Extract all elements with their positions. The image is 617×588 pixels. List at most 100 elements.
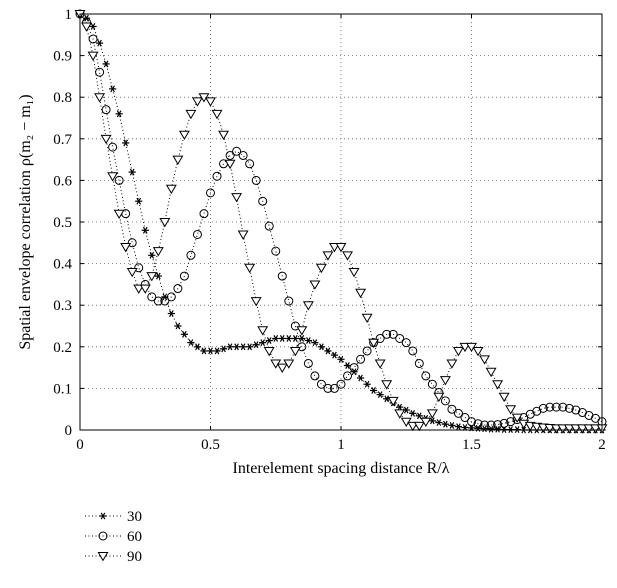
point-30 bbox=[259, 339, 267, 347]
point-30 bbox=[219, 345, 228, 353]
point-60 bbox=[499, 418, 509, 428]
legend-label: 60 bbox=[127, 529, 142, 545]
point-90 bbox=[420, 417, 432, 428]
point-90 bbox=[211, 109, 223, 120]
point-60 bbox=[192, 229, 202, 239]
point-90 bbox=[87, 51, 99, 61]
point-60 bbox=[414, 358, 424, 368]
point-90 bbox=[231, 193, 243, 203]
point-90 bbox=[472, 347, 484, 357]
point-30 bbox=[330, 351, 339, 359]
grid bbox=[80, 14, 602, 430]
point-60 bbox=[486, 420, 496, 430]
point-30 bbox=[239, 343, 247, 351]
point-90 bbox=[570, 424, 582, 434]
point-30 bbox=[409, 409, 417, 417]
point-30 bbox=[122, 139, 130, 147]
x-tick-label: 1 bbox=[337, 437, 345, 453]
point-60 bbox=[258, 196, 268, 206]
point-60 bbox=[153, 296, 163, 306]
point-90 bbox=[498, 392, 510, 403]
point-60 bbox=[564, 403, 574, 413]
point-90 bbox=[178, 130, 190, 140]
point-30 bbox=[272, 335, 280, 342]
point-90 bbox=[205, 97, 216, 107]
point-90 bbox=[224, 159, 236, 170]
point-60 bbox=[147, 292, 157, 302]
point-60 bbox=[310, 371, 320, 381]
y-tick-label: 0.9 bbox=[53, 49, 72, 65]
point-30 bbox=[396, 403, 404, 411]
point-90 bbox=[433, 392, 445, 403]
point-60 bbox=[427, 379, 437, 389]
point-60 bbox=[297, 342, 307, 352]
point-30 bbox=[435, 419, 443, 426]
point-90 bbox=[335, 243, 347, 253]
point-90 bbox=[426, 409, 438, 419]
point-90 bbox=[107, 172, 119, 182]
series-layer bbox=[74, 9, 608, 434]
y-tick-label: 0.1 bbox=[53, 381, 72, 397]
point-60 bbox=[453, 408, 463, 418]
point-90 bbox=[505, 405, 517, 415]
point-30 bbox=[187, 339, 195, 347]
point-90 bbox=[563, 424, 575, 434]
point-60 bbox=[571, 405, 581, 415]
point-90 bbox=[165, 184, 177, 195]
legend-entry-30: 30 bbox=[85, 509, 142, 525]
point-60 bbox=[388, 329, 398, 339]
legend-label: 30 bbox=[127, 509, 142, 525]
point-30 bbox=[135, 197, 143, 205]
point-60 bbox=[114, 175, 124, 185]
point-90 bbox=[296, 326, 308, 336]
point-60 bbox=[558, 402, 568, 412]
point-90 bbox=[283, 359, 295, 369]
point-90 bbox=[159, 218, 171, 228]
point-60 bbox=[467, 417, 476, 427]
point-90 bbox=[302, 301, 314, 311]
point-60 bbox=[506, 417, 516, 427]
point-60 bbox=[166, 292, 176, 302]
point-90 bbox=[387, 396, 399, 407]
point-90 bbox=[381, 380, 393, 390]
point-90 bbox=[152, 247, 164, 257]
point-60 bbox=[480, 420, 490, 430]
point-60 bbox=[88, 34, 98, 44]
legend-marker bbox=[99, 512, 107, 520]
point-90 bbox=[315, 263, 327, 274]
point-30 bbox=[95, 39, 104, 47]
point-90 bbox=[413, 421, 425, 432]
point-60 bbox=[545, 402, 555, 412]
point-30 bbox=[115, 110, 123, 118]
point-30 bbox=[356, 374, 365, 382]
point-60 bbox=[245, 159, 255, 169]
point-30 bbox=[285, 335, 293, 342]
point-60 bbox=[375, 333, 385, 343]
point-30 bbox=[317, 343, 326, 351]
point-60 bbox=[349, 363, 359, 373]
point-90 bbox=[459, 342, 471, 353]
y-tick-label: 0.4 bbox=[53, 257, 72, 273]
point-30 bbox=[252, 341, 260, 349]
point-30 bbox=[193, 343, 202, 351]
point-60 bbox=[95, 67, 105, 77]
y-tick-label: 0.8 bbox=[53, 90, 72, 106]
point-30 bbox=[311, 339, 319, 347]
point-60 bbox=[108, 142, 118, 152]
point-30 bbox=[167, 310, 175, 317]
point-60 bbox=[232, 146, 242, 156]
point-90 bbox=[309, 280, 321, 290]
point-30 bbox=[454, 423, 463, 431]
point-30 bbox=[428, 417, 436, 425]
point-90 bbox=[439, 376, 451, 386]
point-60 bbox=[362, 346, 372, 356]
point-90 bbox=[492, 380, 504, 390]
x-tick-label: 0.5 bbox=[201, 437, 220, 453]
point-30 bbox=[148, 251, 156, 259]
point-60 bbox=[160, 296, 170, 306]
point-60 bbox=[284, 296, 294, 306]
point-60 bbox=[447, 404, 457, 414]
point-60 bbox=[336, 379, 346, 389]
point-30 bbox=[102, 60, 110, 68]
